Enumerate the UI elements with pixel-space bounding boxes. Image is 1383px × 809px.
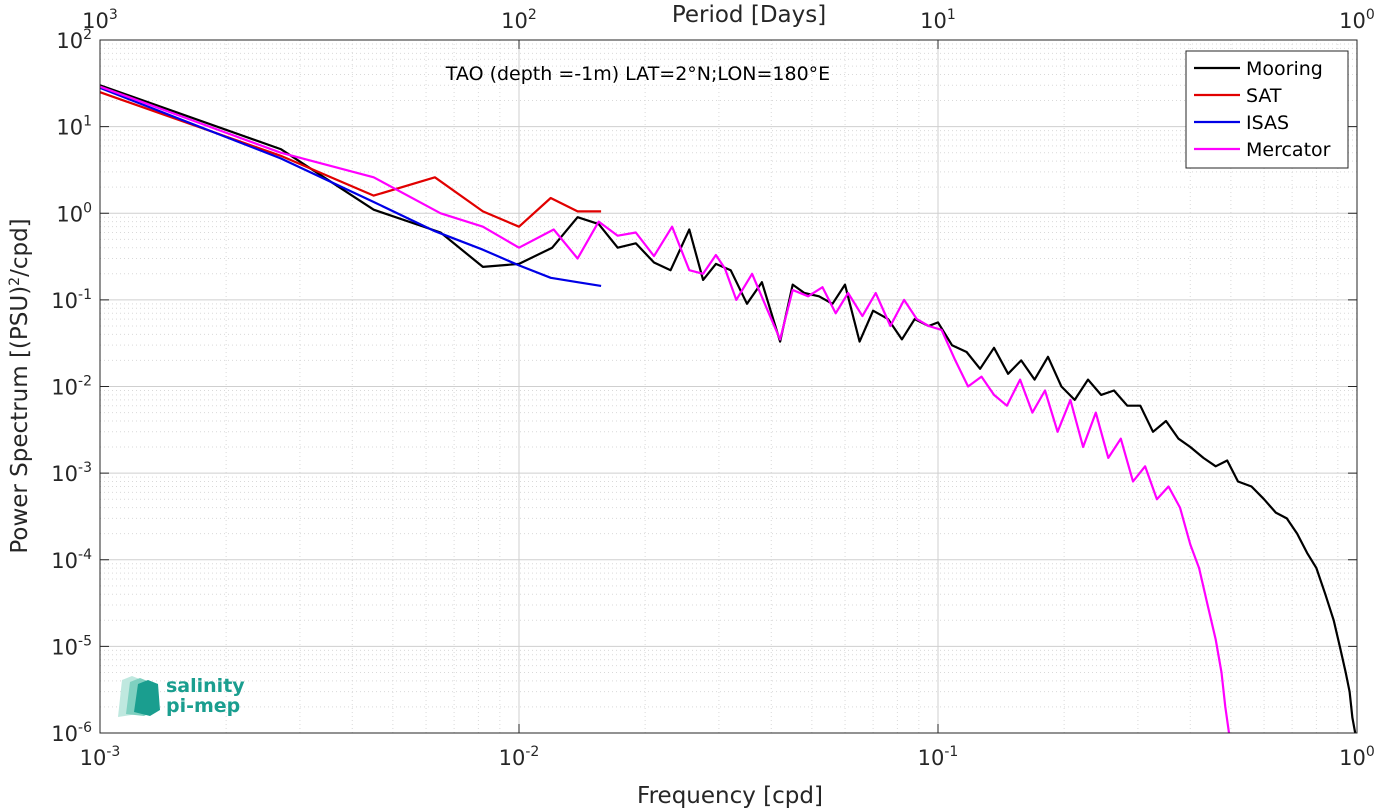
y-tick-label: 10-1	[51, 287, 92, 313]
y-tick-label: 10-5	[51, 633, 92, 659]
y-axis-label-sup: 2	[7, 277, 23, 286]
y-tick-label: 10-4	[51, 547, 92, 573]
series-line-isas	[99, 86, 602, 287]
series-layer	[99, 84, 1357, 734]
y-tick-label: 100	[56, 200, 92, 226]
series-line-mooring	[99, 84, 1357, 734]
x-tick-label: 10-3	[80, 744, 121, 770]
logo-text-line1: salinity	[166, 675, 245, 697]
logo-text-line2: pi-mep	[166, 695, 240, 717]
x2-tick-label: 100	[1339, 7, 1375, 33]
logo-wave-icon-front	[134, 680, 160, 716]
legend-label-mercator: Mercator	[1246, 139, 1331, 161]
y-tick-label: 102	[56, 27, 92, 53]
grid	[99, 39, 1358, 734]
legend: Mooring SAT ISAS Mercator	[1185, 50, 1349, 169]
y-tick-label: 101	[56, 114, 92, 140]
y-tick-label: 10-2	[51, 374, 92, 400]
y-tick-label: 10-6	[51, 720, 92, 746]
x-tick-label: 10-2	[499, 744, 540, 770]
y-axis-label: Power Spectrum [(PSU)2/cpd]	[7, 218, 33, 553]
y-axis-label-prefix: Power Spectrum [(PSU)	[7, 286, 33, 554]
series-line-sat	[99, 91, 602, 228]
legend-label-mooring: Mooring	[1246, 58, 1323, 80]
x-tick-label: 100	[1339, 744, 1375, 770]
x2-tick-label: 103	[82, 7, 118, 33]
x-tick-label: 10-1	[918, 744, 959, 770]
x2-tick-label: 102	[501, 7, 537, 33]
y-tick-label: 10-3	[51, 460, 92, 486]
chart-title: TAO (depth =-1m) LAT=2°N;LON=180°E	[445, 63, 830, 85]
salinity-pi-mep-logo: salinity pi-mep	[118, 675, 245, 717]
x2-tick-label: 101	[920, 7, 956, 33]
x-axis-label: Frequency [cpd]	[637, 783, 823, 809]
legend-label-sat: SAT	[1246, 85, 1282, 107]
y-axis-label-suffix: /cpd]	[7, 218, 33, 277]
legend-label-isas: ISAS	[1246, 112, 1289, 134]
top-axis-label: Period [Days]	[672, 2, 826, 28]
series-line-mercator	[99, 85, 1231, 734]
